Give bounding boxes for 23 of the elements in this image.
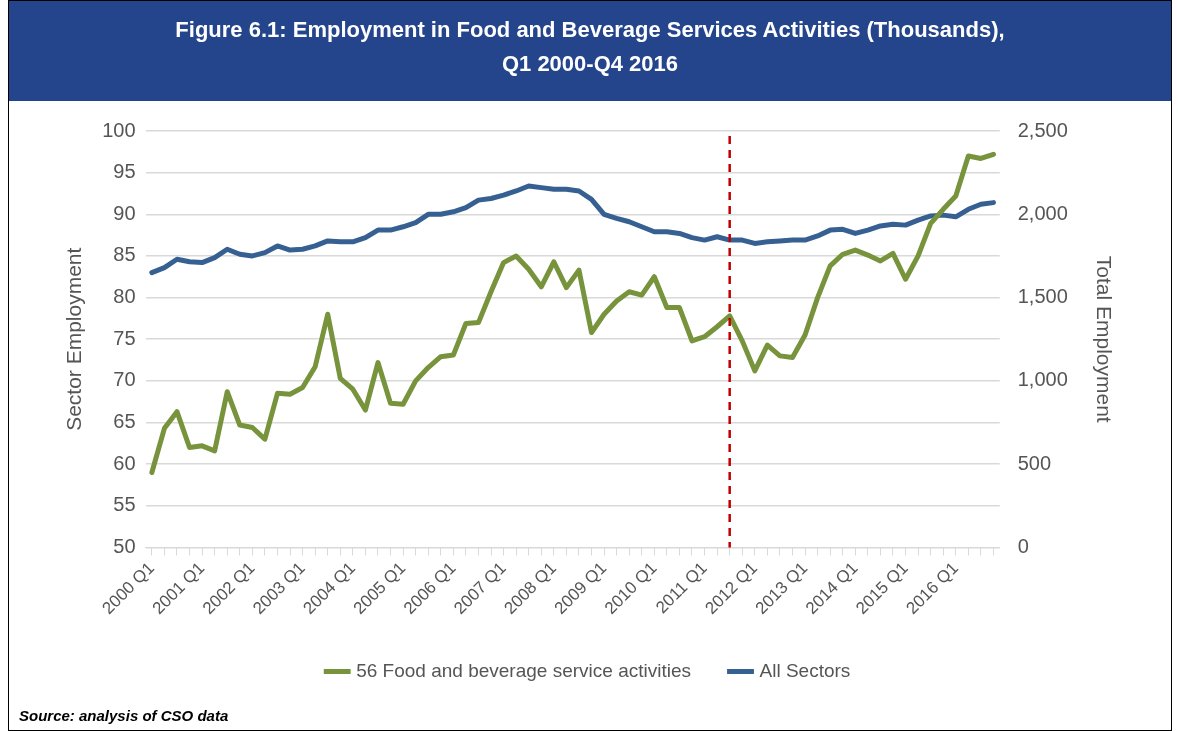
y-tick-label: 85 [113,243,136,266]
y-tick-label: 75 [113,326,136,349]
y2-axis-title: Total Employment [1092,255,1116,423]
legend-label: All Sectors [759,659,851,681]
y2-tick-label: 2,000 [1017,201,1068,224]
y2-tick-label: 500 [1017,451,1052,474]
y-axis-title: Sector Employment [62,247,86,431]
y-tick-label: 80 [113,285,136,308]
y2-tick-label: 1,500 [1017,285,1068,308]
legend-label: 56 Food and beverage service activities [356,659,692,681]
chart-title: Figure 6.1: Employment in Food and Beverage Services Activities (Thousands), Q1 2000-Q4 2016 [9,1,1171,101]
y-tick-label: 100 [102,118,136,141]
y-tick-label: 55 [113,493,136,516]
y-tick-label: 95 [113,160,136,183]
y2-tick-label: 0 [1017,534,1029,557]
y2-tick-label: 2,500 [1017,118,1068,141]
y-tick-label: 65 [113,410,136,433]
y-tick-label: 60 [113,451,136,474]
y-tick-label: 50 [113,534,136,557]
source-note: Source: analysis of CSO data [19,707,229,724]
y-tick-label: 90 [113,201,136,224]
y-tick-label: 70 [113,368,136,391]
y2-tick-label: 1,000 [1017,368,1068,391]
